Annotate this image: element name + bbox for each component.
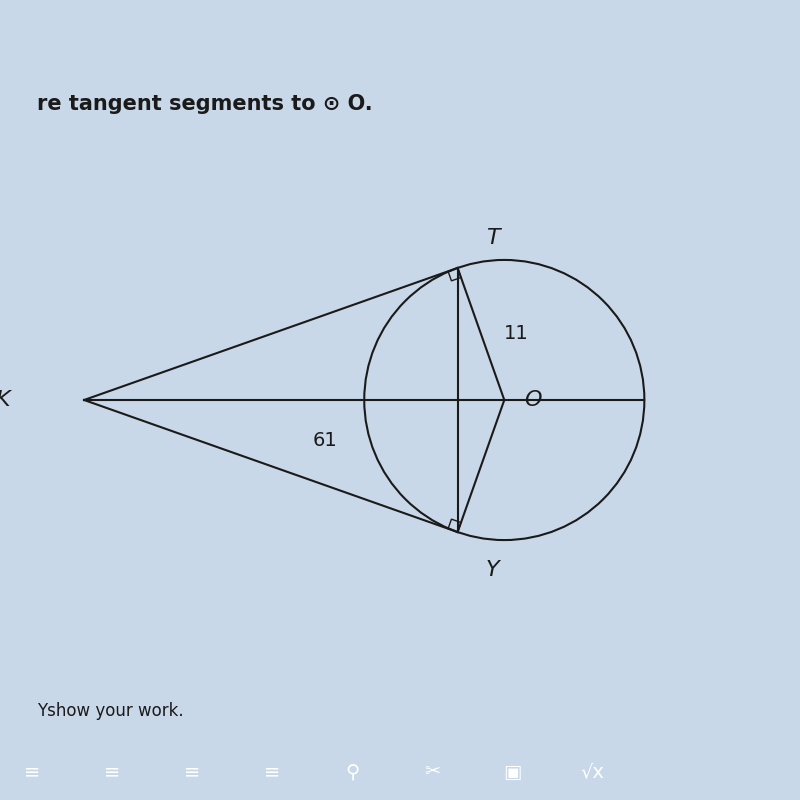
Text: re tangent segments to ⊙ O.: re tangent segments to ⊙ O. — [38, 94, 373, 114]
Text: ✂: ✂ — [424, 762, 440, 782]
Text: T: T — [486, 228, 499, 248]
Text: 11: 11 — [504, 325, 529, 343]
Text: Yshow your work.: Yshow your work. — [38, 702, 184, 720]
Text: Y: Y — [486, 559, 499, 579]
Text: O: O — [524, 390, 542, 410]
Text: K: K — [0, 390, 10, 410]
Text: ≡: ≡ — [104, 762, 120, 782]
Text: 61: 61 — [313, 431, 338, 450]
Text: √x: √x — [580, 762, 604, 782]
Text: ≡: ≡ — [184, 762, 200, 782]
Text: ⚲: ⚲ — [345, 762, 359, 782]
Text: ≡: ≡ — [264, 762, 280, 782]
Text: ▣: ▣ — [503, 762, 521, 782]
Text: ≡: ≡ — [24, 762, 40, 782]
